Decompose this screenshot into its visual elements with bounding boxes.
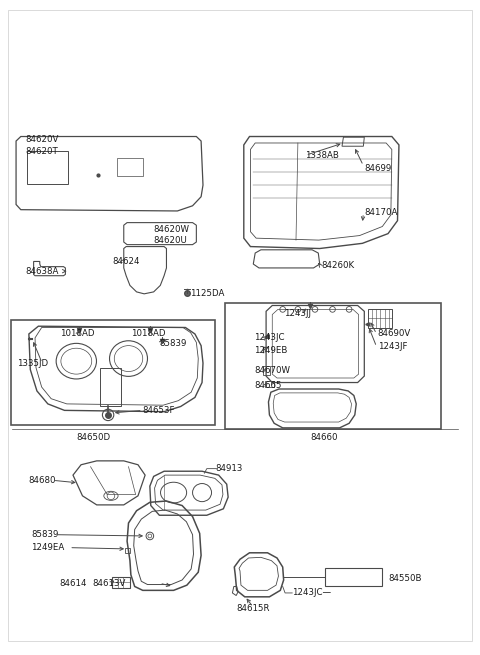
Text: 1018AD: 1018AD bbox=[131, 329, 166, 339]
Text: 84690V: 84690V bbox=[378, 329, 411, 339]
Text: 1243JJ: 1243JJ bbox=[284, 309, 311, 318]
Text: 84170A: 84170A bbox=[364, 208, 397, 217]
Text: 84620W: 84620W bbox=[154, 225, 190, 234]
Bar bbox=[27, 151, 68, 184]
Bar bbox=[225, 303, 441, 429]
Text: 1249EA: 1249EA bbox=[31, 543, 64, 552]
Bar bbox=[264, 381, 274, 387]
Text: 84613V: 84613V bbox=[92, 579, 125, 588]
Bar bbox=[100, 367, 121, 407]
Text: 84653F: 84653F bbox=[143, 406, 175, 415]
Text: 84620T: 84620T bbox=[25, 147, 58, 156]
Text: 1249EB: 1249EB bbox=[254, 346, 288, 354]
Text: 1335JD: 1335JD bbox=[17, 358, 48, 367]
Text: 84650D: 84650D bbox=[76, 433, 110, 442]
Text: 84615R: 84615R bbox=[237, 604, 270, 613]
Text: 84660: 84660 bbox=[310, 433, 338, 442]
Text: 84260K: 84260K bbox=[322, 261, 355, 271]
Bar bbox=[12, 320, 216, 424]
Text: 84680: 84680 bbox=[29, 476, 56, 485]
Text: 84620V: 84620V bbox=[25, 135, 59, 144]
Text: 84670W: 84670W bbox=[254, 365, 290, 375]
Text: 84614: 84614 bbox=[60, 579, 87, 588]
Text: 84638A: 84638A bbox=[25, 267, 59, 276]
Text: 1243JC—: 1243JC— bbox=[292, 588, 331, 597]
Text: 84550B: 84550B bbox=[388, 574, 421, 583]
Bar bbox=[112, 577, 130, 588]
Text: 84665: 84665 bbox=[254, 381, 282, 390]
Text: 1243JF: 1243JF bbox=[378, 343, 407, 352]
Bar bbox=[117, 158, 143, 176]
Text: 84624: 84624 bbox=[112, 257, 139, 266]
Bar bbox=[125, 548, 130, 553]
Text: 85839: 85839 bbox=[159, 339, 187, 348]
Text: 85839: 85839 bbox=[31, 530, 59, 539]
Text: 1018AD: 1018AD bbox=[60, 329, 94, 339]
Text: 84620U: 84620U bbox=[154, 236, 188, 245]
Bar bbox=[325, 569, 383, 586]
Text: 1243JC: 1243JC bbox=[254, 333, 285, 342]
Text: 1338AB: 1338AB bbox=[305, 151, 339, 160]
Text: 1125DA: 1125DA bbox=[190, 289, 225, 297]
Bar bbox=[263, 366, 270, 375]
Text: 84913: 84913 bbox=[216, 464, 243, 473]
Text: 84699: 84699 bbox=[364, 164, 392, 173]
